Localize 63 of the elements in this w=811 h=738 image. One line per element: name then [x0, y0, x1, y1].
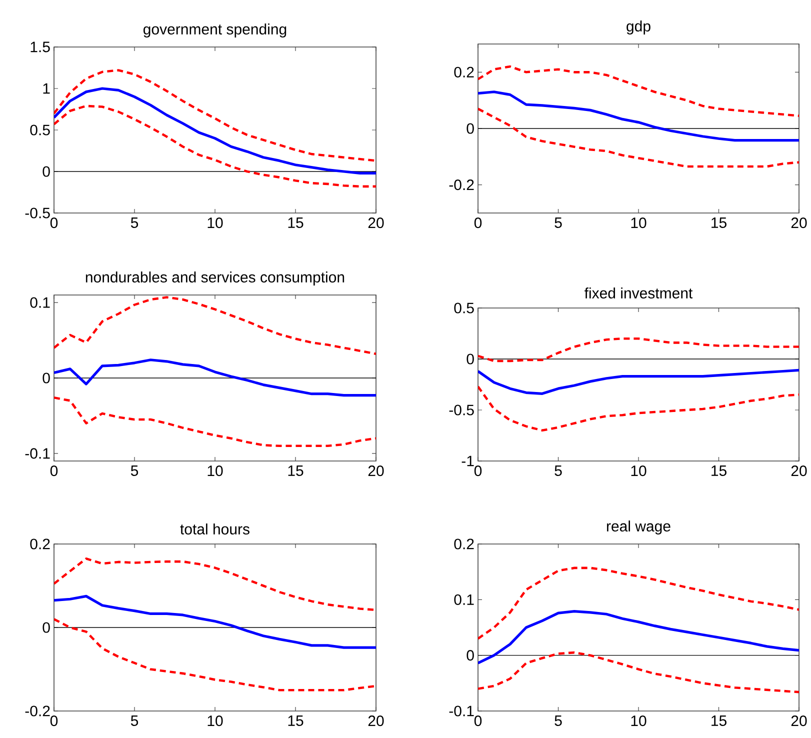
y-tick-label: 0.2 [30, 538, 50, 550]
chart-title: government spending [143, 24, 286, 38]
y-tick-label: 0 [42, 622, 50, 633]
y-tick-label: 0 [42, 372, 50, 384]
x-tick-label: 10 [208, 716, 223, 726]
x-tick-label: 0 [50, 218, 58, 228]
x-tick-label: 0 [50, 466, 58, 476]
x-tick-label: 20 [368, 218, 384, 228]
x-tick-label: 20 [368, 466, 384, 476]
chart-title: nondurables and services consumption [86, 272, 344, 286]
y-tick-label: -0.2 [449, 180, 474, 190]
y-tick-label: -1 [462, 456, 474, 466]
y-tick-label: -0.5 [449, 404, 474, 416]
y-tick-label: 1.5 [30, 42, 50, 52]
x-tick-label: 5 [130, 716, 138, 726]
y-tick-label: 0.2 [454, 66, 474, 78]
x-tick-label: 10 [208, 218, 223, 228]
x-tick-label: 0 [474, 716, 482, 726]
y-tick-label: 0.1 [454, 594, 474, 605]
x-tick-label: 0 [474, 466, 482, 476]
x-tick-label: 10 [631, 218, 646, 228]
y-tick-label: -0.1 [449, 706, 474, 716]
y-tick-label: -0.2 [25, 706, 50, 716]
x-tick-label: 15 [288, 466, 304, 476]
x-tick-label: 5 [130, 466, 138, 476]
chart-title: gdp [626, 20, 650, 34]
y-tick-label: -0.5 [25, 208, 50, 218]
x-tick-label: 10 [208, 466, 223, 476]
y-tick-label: 1 [43, 83, 50, 94]
line-series [478, 610, 800, 664]
x-tick-label: 15 [712, 218, 726, 228]
y-tick-label: 0.5 [454, 302, 474, 314]
line-series [54, 104, 376, 188]
y-tick-label: 0 [42, 166, 50, 177]
x-tick-label: 5 [554, 218, 562, 228]
y-tick-label: 0.5 [30, 124, 50, 136]
x-tick-label: 20 [791, 716, 807, 726]
chart-title: real wage [606, 520, 670, 534]
x-tick-label: 15 [288, 716, 304, 726]
y-tick-label: 0 [466, 354, 474, 364]
x-tick-label: 10 [631, 466, 646, 476]
x-tick-label: 0 [474, 218, 482, 228]
chart-title: fixed investment [584, 287, 693, 298]
line-series [54, 87, 376, 174]
x-tick-label: 10 [631, 716, 646, 726]
y-tick-label: 0 [466, 650, 474, 661]
y-tick-label: 0.2 [454, 538, 474, 550]
x-tick-label: 0 [50, 716, 58, 726]
x-tick-label: 20 [791, 466, 807, 476]
x-tick-label: 5 [554, 466, 562, 476]
x-tick-label: 15 [712, 466, 726, 476]
x-tick-label: 5 [130, 218, 138, 228]
y-tick-label: -0.1 [25, 448, 50, 459]
x-tick-label: 15 [712, 716, 726, 726]
y-tick-label: 0 [466, 123, 474, 134]
line-series [54, 557, 376, 612]
line-series [54, 296, 376, 355]
x-tick-label: 20 [791, 218, 807, 228]
x-tick-label: 5 [554, 716, 562, 726]
x-tick-label: 20 [368, 716, 384, 726]
y-tick-label: 0.1 [30, 297, 50, 308]
x-tick-label: 15 [288, 218, 304, 228]
chart-title: total hours [180, 523, 250, 534]
